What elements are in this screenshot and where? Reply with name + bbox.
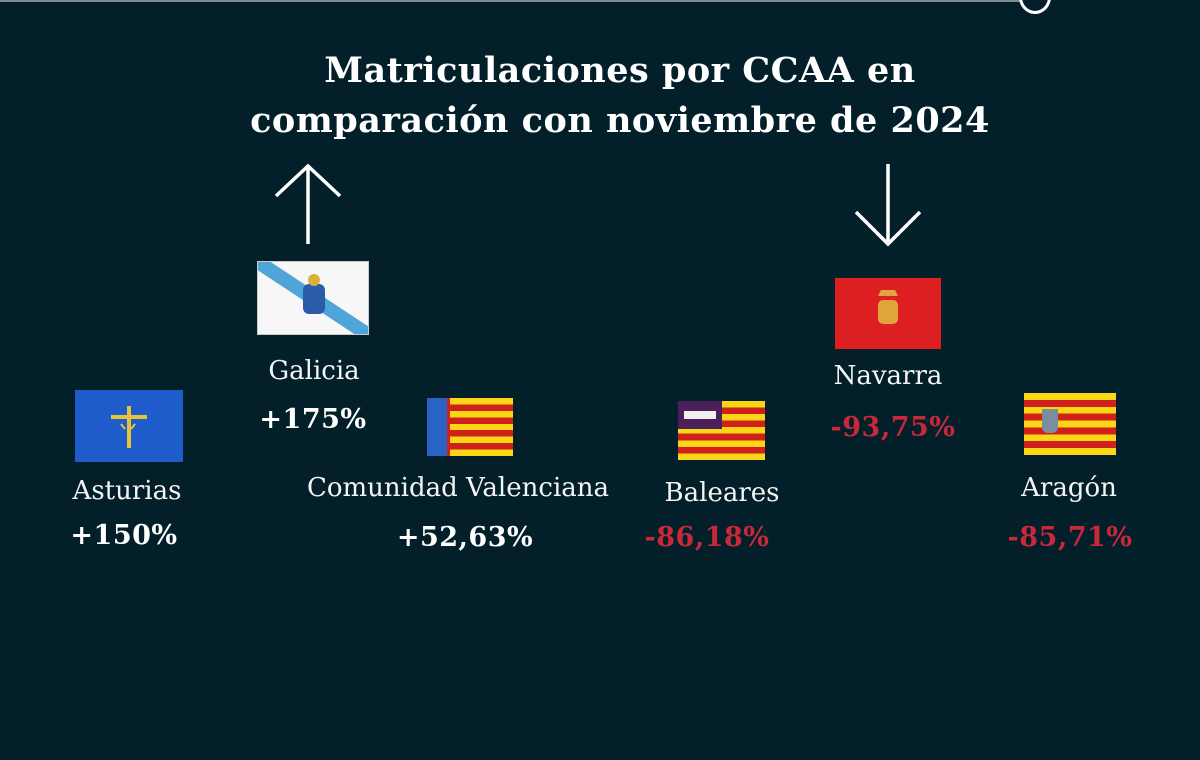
region-change-navarra: -93,75% [830, 412, 956, 443]
region-change-valencia: +52,63% [396, 522, 534, 553]
region-name-asturias: Asturias [72, 476, 182, 506]
region-name-navarra: Navarra [833, 361, 943, 391]
aragon-flag-icon [1024, 393, 1116, 455]
baleares-flag-icon [678, 401, 765, 460]
page-title: Matriculaciones por CCAA en comparación … [250, 46, 990, 146]
region-name-baleares: Baleares [664, 478, 780, 508]
region-change-aragon: -85,71% [1007, 522, 1133, 553]
title-line-2: comparación con noviembre de 2024 [250, 100, 990, 141]
region-name-aragon: Aragón [1021, 473, 1117, 503]
asturias-flag-icon [75, 390, 183, 462]
galicia-flag-icon [257, 261, 369, 335]
circle-decoration-icon [1019, 0, 1051, 14]
arrow-down-icon [854, 164, 922, 247]
navarra-flag-icon [835, 278, 941, 349]
region-change-galicia: +175% [259, 404, 367, 435]
region-name-valencia: Comunidad Valenciana [306, 473, 610, 503]
valencia-flag-icon [427, 398, 513, 456]
region-name-galicia: Galicia [268, 356, 360, 386]
title-line-1: Matriculaciones por CCAA en [324, 50, 916, 91]
arrow-up-icon [274, 163, 342, 244]
top-divider-line [0, 0, 1020, 2]
region-change-asturias: +150% [70, 520, 178, 551]
region-change-baleares: -86,18% [644, 522, 770, 553]
